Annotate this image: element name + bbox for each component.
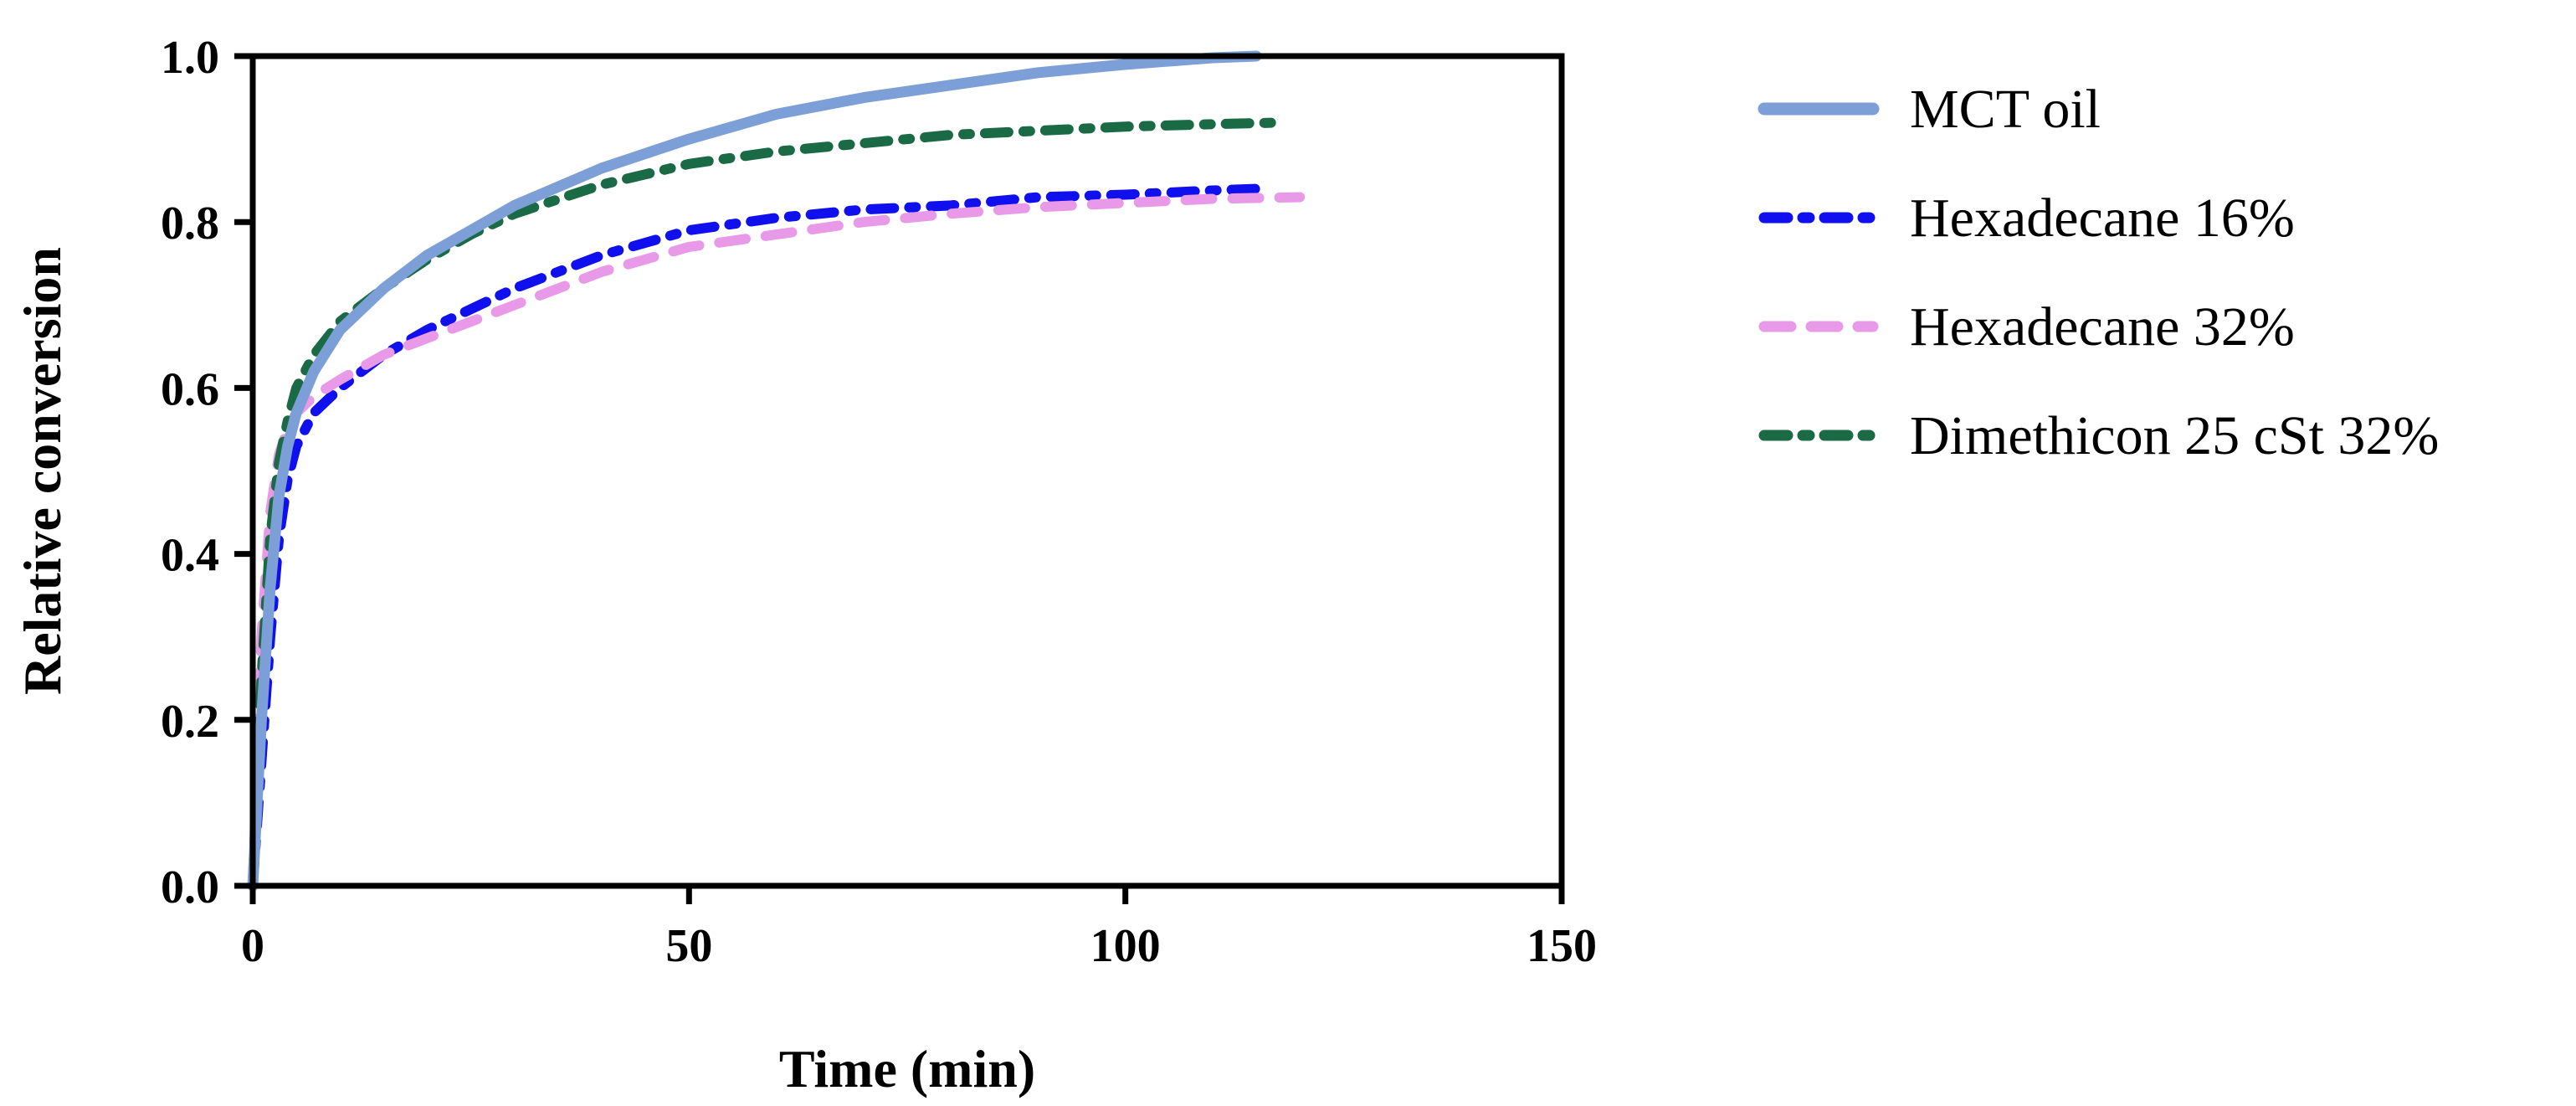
x-tick-label: 0 — [241, 920, 264, 972]
ticks-layer: 0 50 100 150 0.0 0.2 0.4 0.6 0.8 1.0 — [161, 32, 1597, 972]
x-tick-label: 50 — [665, 920, 712, 972]
legend-label: MCT oil — [1910, 79, 2101, 140]
legend: MCT oil Hexadecane 16% Hexadecane 32% Dimet… — [1758, 79, 2439, 466]
legend-item-mct-oil: MCT oil — [1758, 79, 2101, 140]
y-tick-label: 0.8 — [161, 198, 219, 249]
y-tick-label: 0.4 — [161, 530, 219, 582]
x-axis-title: Time (min) — [779, 1039, 1035, 1098]
legend-item-hexadecane-32: Hexadecane 32% — [1758, 296, 2295, 358]
y-tick-label: 0.6 — [161, 363, 219, 415]
series-line-hexadecane-16 — [248, 183, 1262, 891]
legend-label: Dimethicon 25 cSt 32% — [1910, 405, 2439, 466]
series-layer — [247, 50, 1306, 892]
legend-label: Hexadecane 32% — [1910, 296, 2295, 358]
series-line-mct-oil — [247, 50, 1262, 892]
legend-item-hexadecane-16: Hexadecane 16% — [1758, 188, 2295, 249]
legend-label: Hexadecane 16% — [1910, 188, 2295, 249]
y-tick-label: 0.2 — [161, 696, 219, 748]
x-tick-label: 150 — [1527, 920, 1597, 972]
y-tick-label: 1.0 — [161, 32, 219, 84]
series-line-hexadecane-32 — [248, 192, 1306, 891]
axes-layer — [249, 53, 1565, 889]
legend-item-dimethicon-25-cst-32: Dimethicon 25 cSt 32% — [1758, 405, 2439, 466]
x-tick-label: 100 — [1090, 920, 1161, 972]
y-tick-label: 0.0 — [161, 862, 219, 913]
y-axis-title: Relative conversion — [13, 247, 72, 695]
